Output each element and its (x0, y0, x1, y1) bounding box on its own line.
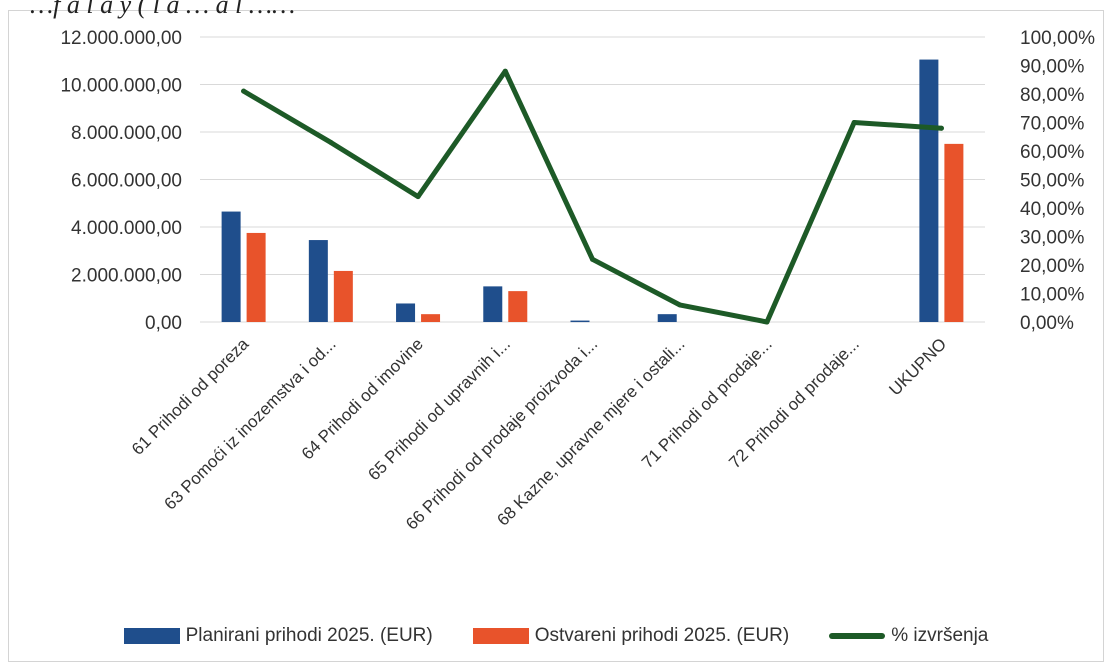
bar-realized (333, 270, 353, 322)
bar-realized (421, 314, 441, 322)
y-right-tick-label: 0,00% (1020, 313, 1074, 334)
y-right-tick-label: 100,00% (1020, 28, 1095, 49)
y-right-tick-label: 50,00% (1020, 171, 1085, 192)
bar-planned (221, 211, 241, 322)
legend: Planirani prihodi 2025. (EUR) Ostvareni … (0, 625, 1112, 647)
legend-swatch-realized (472, 628, 529, 644)
bar-realized (944, 143, 964, 322)
y-left-tick-label: 2.000.000,00 (71, 266, 182, 287)
bar-realized (508, 291, 528, 322)
bar-planned (396, 303, 416, 322)
legend-item-execution: % izvršenja (829, 625, 988, 647)
line-point (938, 125, 944, 131)
y-left-tick-label: 8.000.000,00 (71, 123, 182, 144)
legend-swatch-planned (123, 628, 180, 644)
x-category-label: 68 Kazne, upravne mjere i ostali... (493, 334, 688, 529)
y-right-tick-label: 30,00% (1020, 228, 1085, 249)
bar-planned (919, 59, 939, 322)
y-right-tick-label: 70,00% (1020, 114, 1085, 135)
y-left-tick-label: 10.000.000,00 (60, 76, 182, 97)
legend-label-planned: Planirani prihodi 2025. (EUR) (185, 625, 433, 646)
legend-label-execution: % izvršenja (891, 625, 989, 646)
line-point (677, 302, 683, 308)
line-point (851, 120, 857, 125)
bar-planned (657, 314, 677, 322)
y-right-tick-label: 20,00% (1020, 256, 1085, 277)
y-right-tick-label: 60,00% (1020, 142, 1085, 163)
y-right-tick-label: 10,00% (1020, 285, 1085, 306)
bar-planned (308, 240, 328, 322)
caption-fragment: …f a l a y ( l a … a l …… (30, 0, 296, 19)
y-right-tick-label: 80,00% (1020, 85, 1085, 106)
x-category-label: UKUPNO (885, 334, 950, 399)
y-left-tick-label: 0,00 (145, 313, 182, 334)
line-point (590, 256, 595, 262)
legend-label-realized: Ostvareni prihodi 2025. (EUR) (534, 625, 790, 646)
y-left-tick-label: 6.000.000,00 (71, 171, 182, 192)
line-point (415, 194, 421, 200)
y-right-tick-label: 90,00% (1020, 57, 1085, 78)
bar-planned (570, 320, 590, 323)
line-point (764, 319, 770, 325)
bar-planned (483, 286, 503, 322)
line-point (328, 139, 334, 145)
line-point (241, 88, 247, 94)
y-left-tick-label: 4.000.000,00 (71, 218, 182, 239)
legend-item-planned: Planirani prihodi 2025. (EUR) (123, 625, 433, 647)
legend-item-realized: Ostvareni prihodi 2025. (EUR) (472, 625, 790, 647)
x-category-label: 66 Prihodi od prodaje proizvoda i... (402, 334, 601, 533)
line-point (502, 68, 508, 74)
legend-swatch-execution (829, 633, 886, 639)
bar-realized (246, 232, 266, 322)
y-left-tick-label: 12.000.000,00 (60, 28, 182, 49)
y-right-tick-label: 40,00% (1020, 199, 1085, 220)
x-category-label: 63 Pomoći iz inozemstva i od... (161, 334, 340, 513)
x-category-label: 65 Prihodi od upravnih i... (364, 334, 514, 484)
combo-chart: 0,00 2.000.000,00 4.000.000,00 6.000.000,00… (60, 28, 1095, 534)
